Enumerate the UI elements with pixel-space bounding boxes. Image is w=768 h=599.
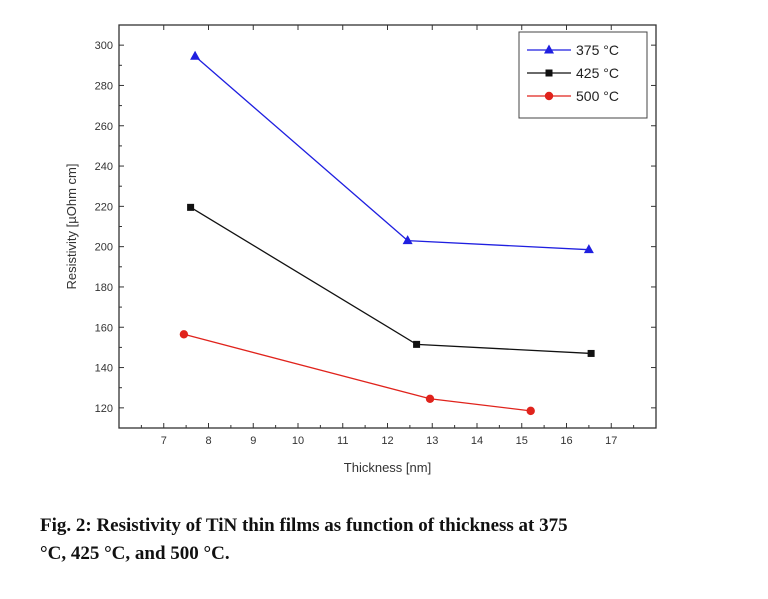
legend-label: 375 °C	[576, 42, 619, 58]
x-tick-label: 17	[605, 435, 617, 447]
data-point-375	[583, 244, 594, 254]
data-point-375	[402, 235, 413, 245]
y-tick-label: 120	[95, 403, 113, 415]
x-axis-label: Thickness [nm]	[344, 460, 431, 475]
y-tick-label: 240	[95, 161, 113, 173]
data-point-500	[526, 406, 535, 416]
y-axis-label: Resistivity [µOhm cm]	[64, 164, 79, 290]
x-tick-label: 14	[471, 435, 483, 447]
y-tick-label: 260	[95, 121, 113, 133]
legend-label: 425 °C	[576, 65, 619, 81]
legend-marker	[545, 69, 553, 77]
series-line-500	[183, 333, 531, 412]
data-point-425	[413, 340, 421, 348]
figure-caption: Fig. 2: Resistivity of TiN thin films as…	[40, 512, 760, 568]
x-tick-label: 7	[161, 435, 167, 447]
x-tick-label: 8	[205, 435, 211, 447]
data-point-500	[425, 394, 435, 403]
caption-line-2: °C, 425 °C, and 500 °C.	[40, 543, 230, 564]
series-line-425	[190, 206, 592, 355]
x-tick-label: 9	[250, 435, 256, 447]
x-tick-label: 16	[560, 435, 572, 447]
x-tick-label: 12	[381, 435, 393, 447]
y-tick-label: 140	[95, 363, 113, 375]
caption-line-1: Fig. 2: Resistivity of TiN thin films as…	[40, 515, 568, 536]
x-tick-label: 11	[337, 435, 348, 447]
y-tick-label: 300	[95, 40, 113, 52]
y-tick-label: 160	[95, 322, 113, 334]
legend-marker	[544, 91, 554, 101]
data-point-375	[190, 50, 201, 60]
resistivity-chart: 7 8 9 10 11 12 13 14 15 16 17 120 140 160 180 200 220 240…	[64, 24, 657, 475]
y-tick-label: 180	[95, 282, 113, 294]
y-tick-label: 220	[95, 201, 113, 213]
y-tick-label: 200	[95, 242, 113, 254]
data-point-425	[187, 203, 195, 211]
legend-marker	[544, 44, 554, 54]
data-point-500	[179, 330, 189, 339]
legend-label: 500 °C	[576, 88, 619, 104]
y-tick-label: 280	[95, 80, 113, 92]
x-tick-label: 15	[516, 435, 528, 447]
x-tick-label: 10	[292, 435, 304, 447]
data-point-425	[587, 349, 595, 357]
legend-box	[518, 31, 648, 119]
x-tick-label: 13	[426, 435, 438, 447]
